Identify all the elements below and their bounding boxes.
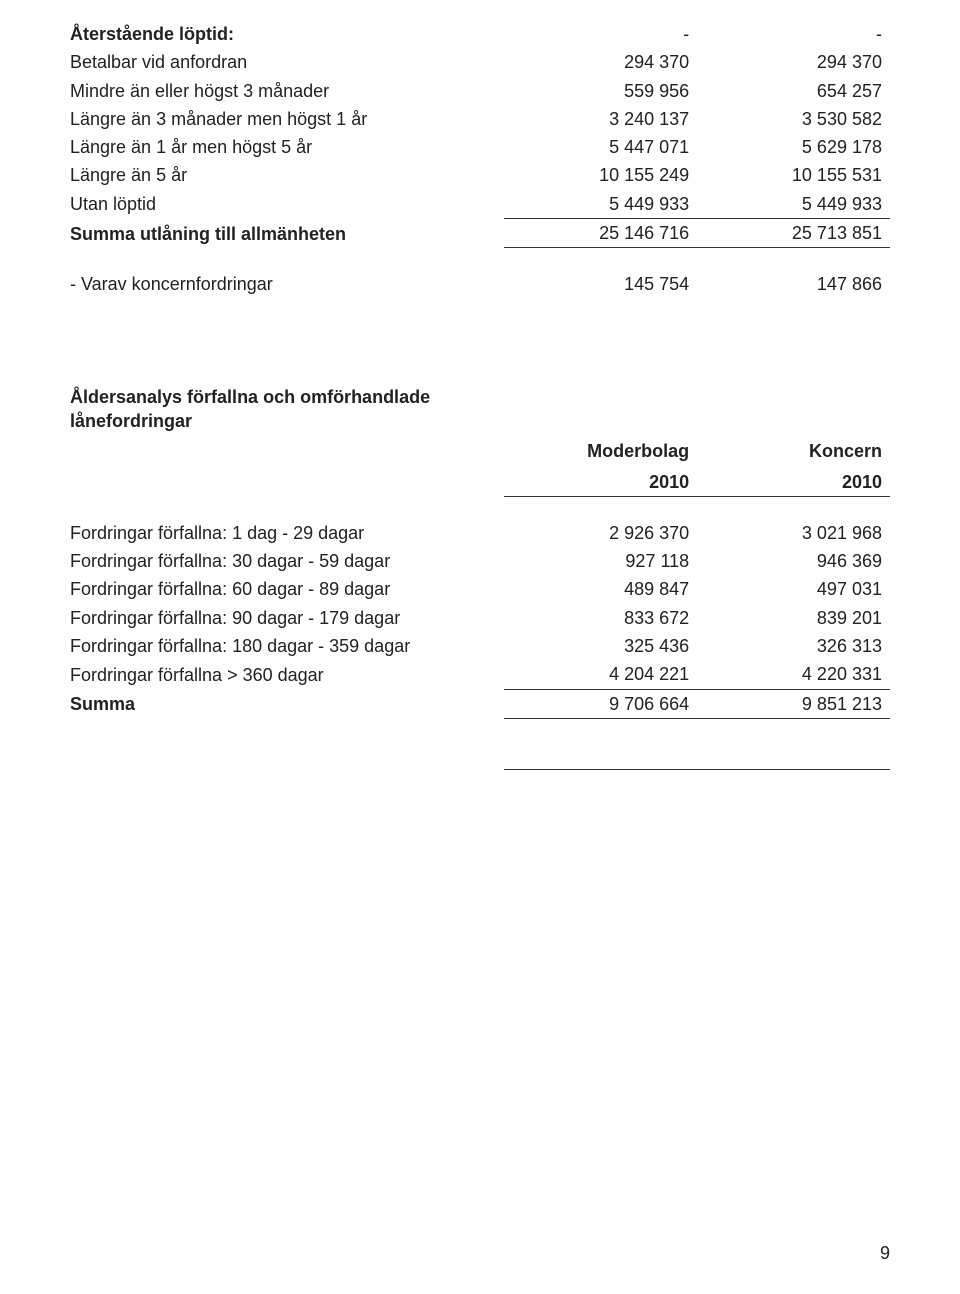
table-row: Fordringar förfallna: 180 dagar - 359 da… — [70, 632, 890, 660]
total-label: Summa — [70, 689, 504, 718]
koncern-label: - Varav koncernfordringar — [70, 270, 504, 298]
row-value: 833 672 — [504, 604, 697, 632]
row-label: Fordringar förfallna: 60 dagar - 89 daga… — [70, 575, 504, 603]
row-value: 946 369 — [697, 547, 890, 575]
table-row: Utan löptid 5 449 933 5 449 933 — [70, 190, 890, 219]
row-value: 294 370 — [504, 48, 697, 76]
table2-blank-underline — [70, 741, 890, 770]
row-value: 326 313 — [697, 632, 890, 660]
row-value: 3 530 582 — [697, 105, 890, 133]
table-row: Fordringar förfallna: 30 dagar - 59 daga… — [70, 547, 890, 575]
col2-year: 2010 — [697, 466, 890, 497]
row-value: 2 926 370 — [504, 519, 697, 547]
row-value: 927 118 — [504, 547, 697, 575]
koncern-value: 145 754 — [504, 270, 697, 298]
row-value: 325 436 — [504, 632, 697, 660]
table2-heading: Åldersanalys förfallna och omförhandlade… — [70, 383, 504, 436]
remaining-maturity-table: Återstående löptid: - - Betalbar vid anf… — [70, 20, 890, 383]
total-value: 25 146 716 — [504, 219, 697, 248]
table-row: Mindre än eller högst 3 månader 559 956 … — [70, 77, 890, 105]
row-label: Fordringar förfallna: 180 dagar - 359 da… — [70, 632, 504, 660]
row-label: Fordringar förfallna: 90 dagar - 179 dag… — [70, 604, 504, 632]
total-value: 9 851 213 — [697, 689, 890, 718]
col1-year: 2010 — [504, 466, 697, 497]
document-page: Återstående löptid: - - Betalbar vid anf… — [0, 0, 960, 1294]
row-value: 5 629 178 — [697, 133, 890, 161]
table1-koncern-row: - Varav koncernfordringar 145 754 147 86… — [70, 270, 890, 298]
row-label: Fordringar förfallna: 1 dag - 29 dagar — [70, 519, 504, 547]
total-label: Summa utlåning till allmänheten — [70, 219, 504, 248]
row-value: 4 204 221 — [504, 660, 697, 689]
row-label: Fordringar förfallna > 360 dagar — [70, 660, 504, 689]
table-row: Betalbar vid anfordran 294 370 294 370 — [70, 48, 890, 76]
table-row: Längre än 5 år 10 155 249 10 155 531 — [70, 161, 890, 189]
row-value: 3 240 137 — [504, 105, 697, 133]
row-value: 5 449 933 — [697, 190, 890, 219]
table1-total-row: Summa utlåning till allmänheten 25 146 7… — [70, 219, 890, 248]
row-value: 559 956 — [504, 77, 697, 105]
table-row: Längre än 3 månader men högst 1 år 3 240… — [70, 105, 890, 133]
table1-dash-1: - — [504, 20, 697, 48]
row-label: Längre än 1 år men högst 5 år — [70, 133, 504, 161]
row-label: Mindre än eller högst 3 månader — [70, 77, 504, 105]
table-row: Längre än 1 år men högst 5 år 5 447 071 … — [70, 133, 890, 161]
row-value: 489 847 — [504, 575, 697, 603]
row-value: 294 370 — [697, 48, 890, 76]
table-row: Fordringar förfallna: 60 dagar - 89 daga… — [70, 575, 890, 603]
table2-header-years: 2010 2010 — [70, 466, 890, 497]
col1-title: Moderbolag — [504, 435, 697, 465]
row-value: 839 201 — [697, 604, 890, 632]
row-value: 497 031 — [697, 575, 890, 603]
age-analysis-table: Åldersanalys förfallna och omförhandlade… — [70, 383, 890, 771]
table1-heading: Återstående löptid: — [70, 20, 504, 48]
table-row: Fordringar förfallna: 1 dag - 29 dagar 2… — [70, 519, 890, 547]
total-value: 9 706 664 — [504, 689, 697, 718]
row-value: 5 447 071 — [504, 133, 697, 161]
row-value: 10 155 249 — [504, 161, 697, 189]
table-row: Fordringar förfallna: 90 dagar - 179 dag… — [70, 604, 890, 632]
row-label: Utan löptid — [70, 190, 504, 219]
row-value: 4 220 331 — [697, 660, 890, 689]
koncern-value: 147 866 — [697, 270, 890, 298]
row-label: Betalbar vid anfordran — [70, 48, 504, 76]
row-value: 10 155 531 — [697, 161, 890, 189]
table1-dash-2: - — [697, 20, 890, 48]
row-label: Längre än 3 månader men högst 1 år — [70, 105, 504, 133]
table2-total-row: Summa 9 706 664 9 851 213 — [70, 689, 890, 718]
table2-header-titles: Moderbolag Koncern — [70, 435, 890, 465]
total-value: 25 713 851 — [697, 219, 890, 248]
col2-title: Koncern — [697, 435, 890, 465]
row-value: 3 021 968 — [697, 519, 890, 547]
page-number: 9 — [880, 1243, 890, 1264]
row-value: 5 449 933 — [504, 190, 697, 219]
row-value: 654 257 — [697, 77, 890, 105]
table-row: Fordringar förfallna > 360 dagar 4 204 2… — [70, 660, 890, 689]
row-label: Längre än 5 år — [70, 161, 504, 189]
row-label: Fordringar förfallna: 30 dagar - 59 daga… — [70, 547, 504, 575]
